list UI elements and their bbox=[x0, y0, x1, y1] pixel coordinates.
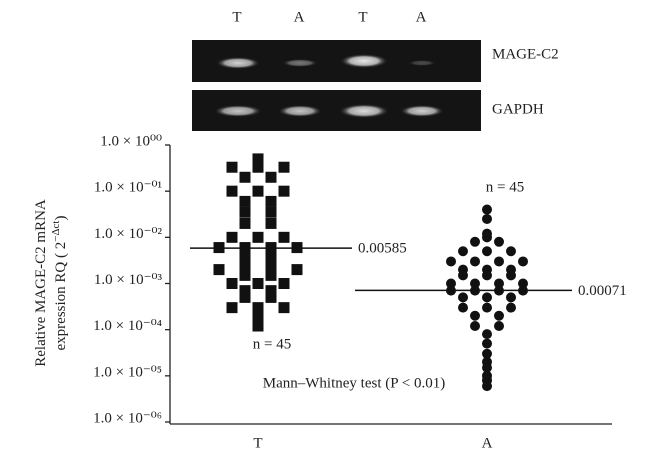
point bbox=[482, 339, 492, 349]
y-label-line: expression RQ ( 2 bbox=[53, 242, 69, 351]
point bbox=[506, 270, 516, 280]
lane-label: A bbox=[416, 9, 427, 25]
row-label: MAGE-C2 bbox=[492, 46, 559, 62]
point bbox=[279, 232, 290, 243]
gel-band bbox=[282, 59, 318, 67]
point bbox=[482, 214, 492, 224]
point bbox=[227, 278, 238, 289]
point bbox=[227, 232, 238, 243]
gel-band bbox=[339, 104, 389, 118]
y-tick-label: 1.0 × 10⁻⁰¹ bbox=[94, 180, 162, 196]
point bbox=[482, 329, 492, 339]
median-label: 0.00585 bbox=[358, 241, 407, 257]
point bbox=[266, 292, 277, 303]
point bbox=[494, 321, 504, 331]
point bbox=[266, 270, 277, 281]
point bbox=[482, 232, 492, 242]
annotation: n = 45 bbox=[486, 179, 524, 195]
gel-band bbox=[216, 57, 260, 69]
point bbox=[494, 256, 504, 266]
point bbox=[227, 162, 238, 173]
point bbox=[470, 237, 480, 247]
x-tick-label: A bbox=[482, 435, 493, 451]
y-tick-label: 1.0 × 10⁻⁰⁵ bbox=[93, 364, 162, 380]
point bbox=[253, 321, 264, 332]
point bbox=[470, 321, 480, 331]
point bbox=[482, 205, 492, 215]
point bbox=[253, 162, 264, 173]
y-tick-label: 1.0 × 10⁻⁰³ bbox=[94, 272, 163, 288]
point bbox=[506, 292, 516, 302]
median-label: 0.00071 bbox=[578, 283, 627, 299]
point bbox=[482, 246, 492, 256]
point bbox=[240, 196, 251, 207]
lane-label: A bbox=[294, 9, 305, 25]
point bbox=[446, 256, 456, 266]
point bbox=[506, 246, 516, 256]
point bbox=[458, 246, 468, 256]
point bbox=[458, 292, 468, 302]
gel-band bbox=[278, 105, 322, 117]
gel-band bbox=[408, 60, 436, 66]
point bbox=[518, 256, 528, 266]
y-label-line: ) bbox=[53, 216, 69, 221]
point bbox=[482, 303, 492, 313]
point bbox=[240, 218, 251, 229]
point bbox=[253, 278, 264, 289]
row-label: GAPDH bbox=[492, 101, 544, 117]
point bbox=[482, 381, 492, 391]
point bbox=[266, 196, 277, 207]
point bbox=[470, 311, 480, 321]
y-tick-label: 1.0 × 10⁻⁰⁴ bbox=[93, 318, 162, 334]
point bbox=[494, 311, 504, 321]
point bbox=[227, 186, 238, 197]
point bbox=[240, 292, 251, 303]
point bbox=[458, 270, 468, 280]
point bbox=[506, 303, 516, 313]
figure: T A T A MAGE-C2 GAPDH 1.0 × 10⁰⁰ 1.0 × 10⁻⁰¹ 1.0… bbox=[0, 0, 656, 457]
point bbox=[279, 278, 290, 289]
point bbox=[279, 162, 290, 173]
y-label-line: Relative MAGE-C2 mRNA bbox=[33, 199, 49, 367]
y-tick-label: 1.0 × 10⁻⁰² bbox=[94, 226, 163, 242]
point bbox=[266, 218, 277, 229]
point bbox=[214, 264, 225, 275]
point bbox=[240, 172, 251, 183]
y-axis-label: expression RQ ( 2−Δct) bbox=[50, 216, 70, 351]
point bbox=[482, 270, 492, 280]
annotation: n = 45 bbox=[253, 336, 291, 352]
gel-band bbox=[214, 105, 262, 117]
point bbox=[458, 303, 468, 313]
point bbox=[494, 237, 504, 247]
point bbox=[482, 292, 492, 302]
gel-band bbox=[340, 54, 388, 68]
y-tick-label: 1.0 × 10⁻⁰⁶ bbox=[93, 410, 162, 426]
gel bbox=[192, 40, 481, 131]
point bbox=[470, 256, 480, 266]
point bbox=[240, 207, 251, 218]
point bbox=[266, 172, 277, 183]
point bbox=[279, 302, 290, 313]
lane-label: T bbox=[232, 9, 241, 25]
y-label-exponent: −Δct bbox=[50, 221, 62, 242]
y-tick-label: 1.0 × 10⁰⁰ bbox=[100, 133, 162, 149]
point bbox=[227, 302, 238, 313]
point bbox=[240, 270, 251, 281]
annotation: Mann–Whitney test (P < 0.01) bbox=[263, 375, 445, 391]
lane-label: T bbox=[358, 9, 367, 25]
y-axis-label: Relative MAGE-C2 mRNA bbox=[33, 199, 49, 367]
point bbox=[292, 264, 303, 275]
gel-band bbox=[400, 105, 444, 117]
point bbox=[279, 186, 290, 197]
point bbox=[253, 232, 264, 243]
x-tick-label: T bbox=[253, 435, 262, 451]
point bbox=[253, 186, 264, 197]
point bbox=[266, 207, 277, 218]
